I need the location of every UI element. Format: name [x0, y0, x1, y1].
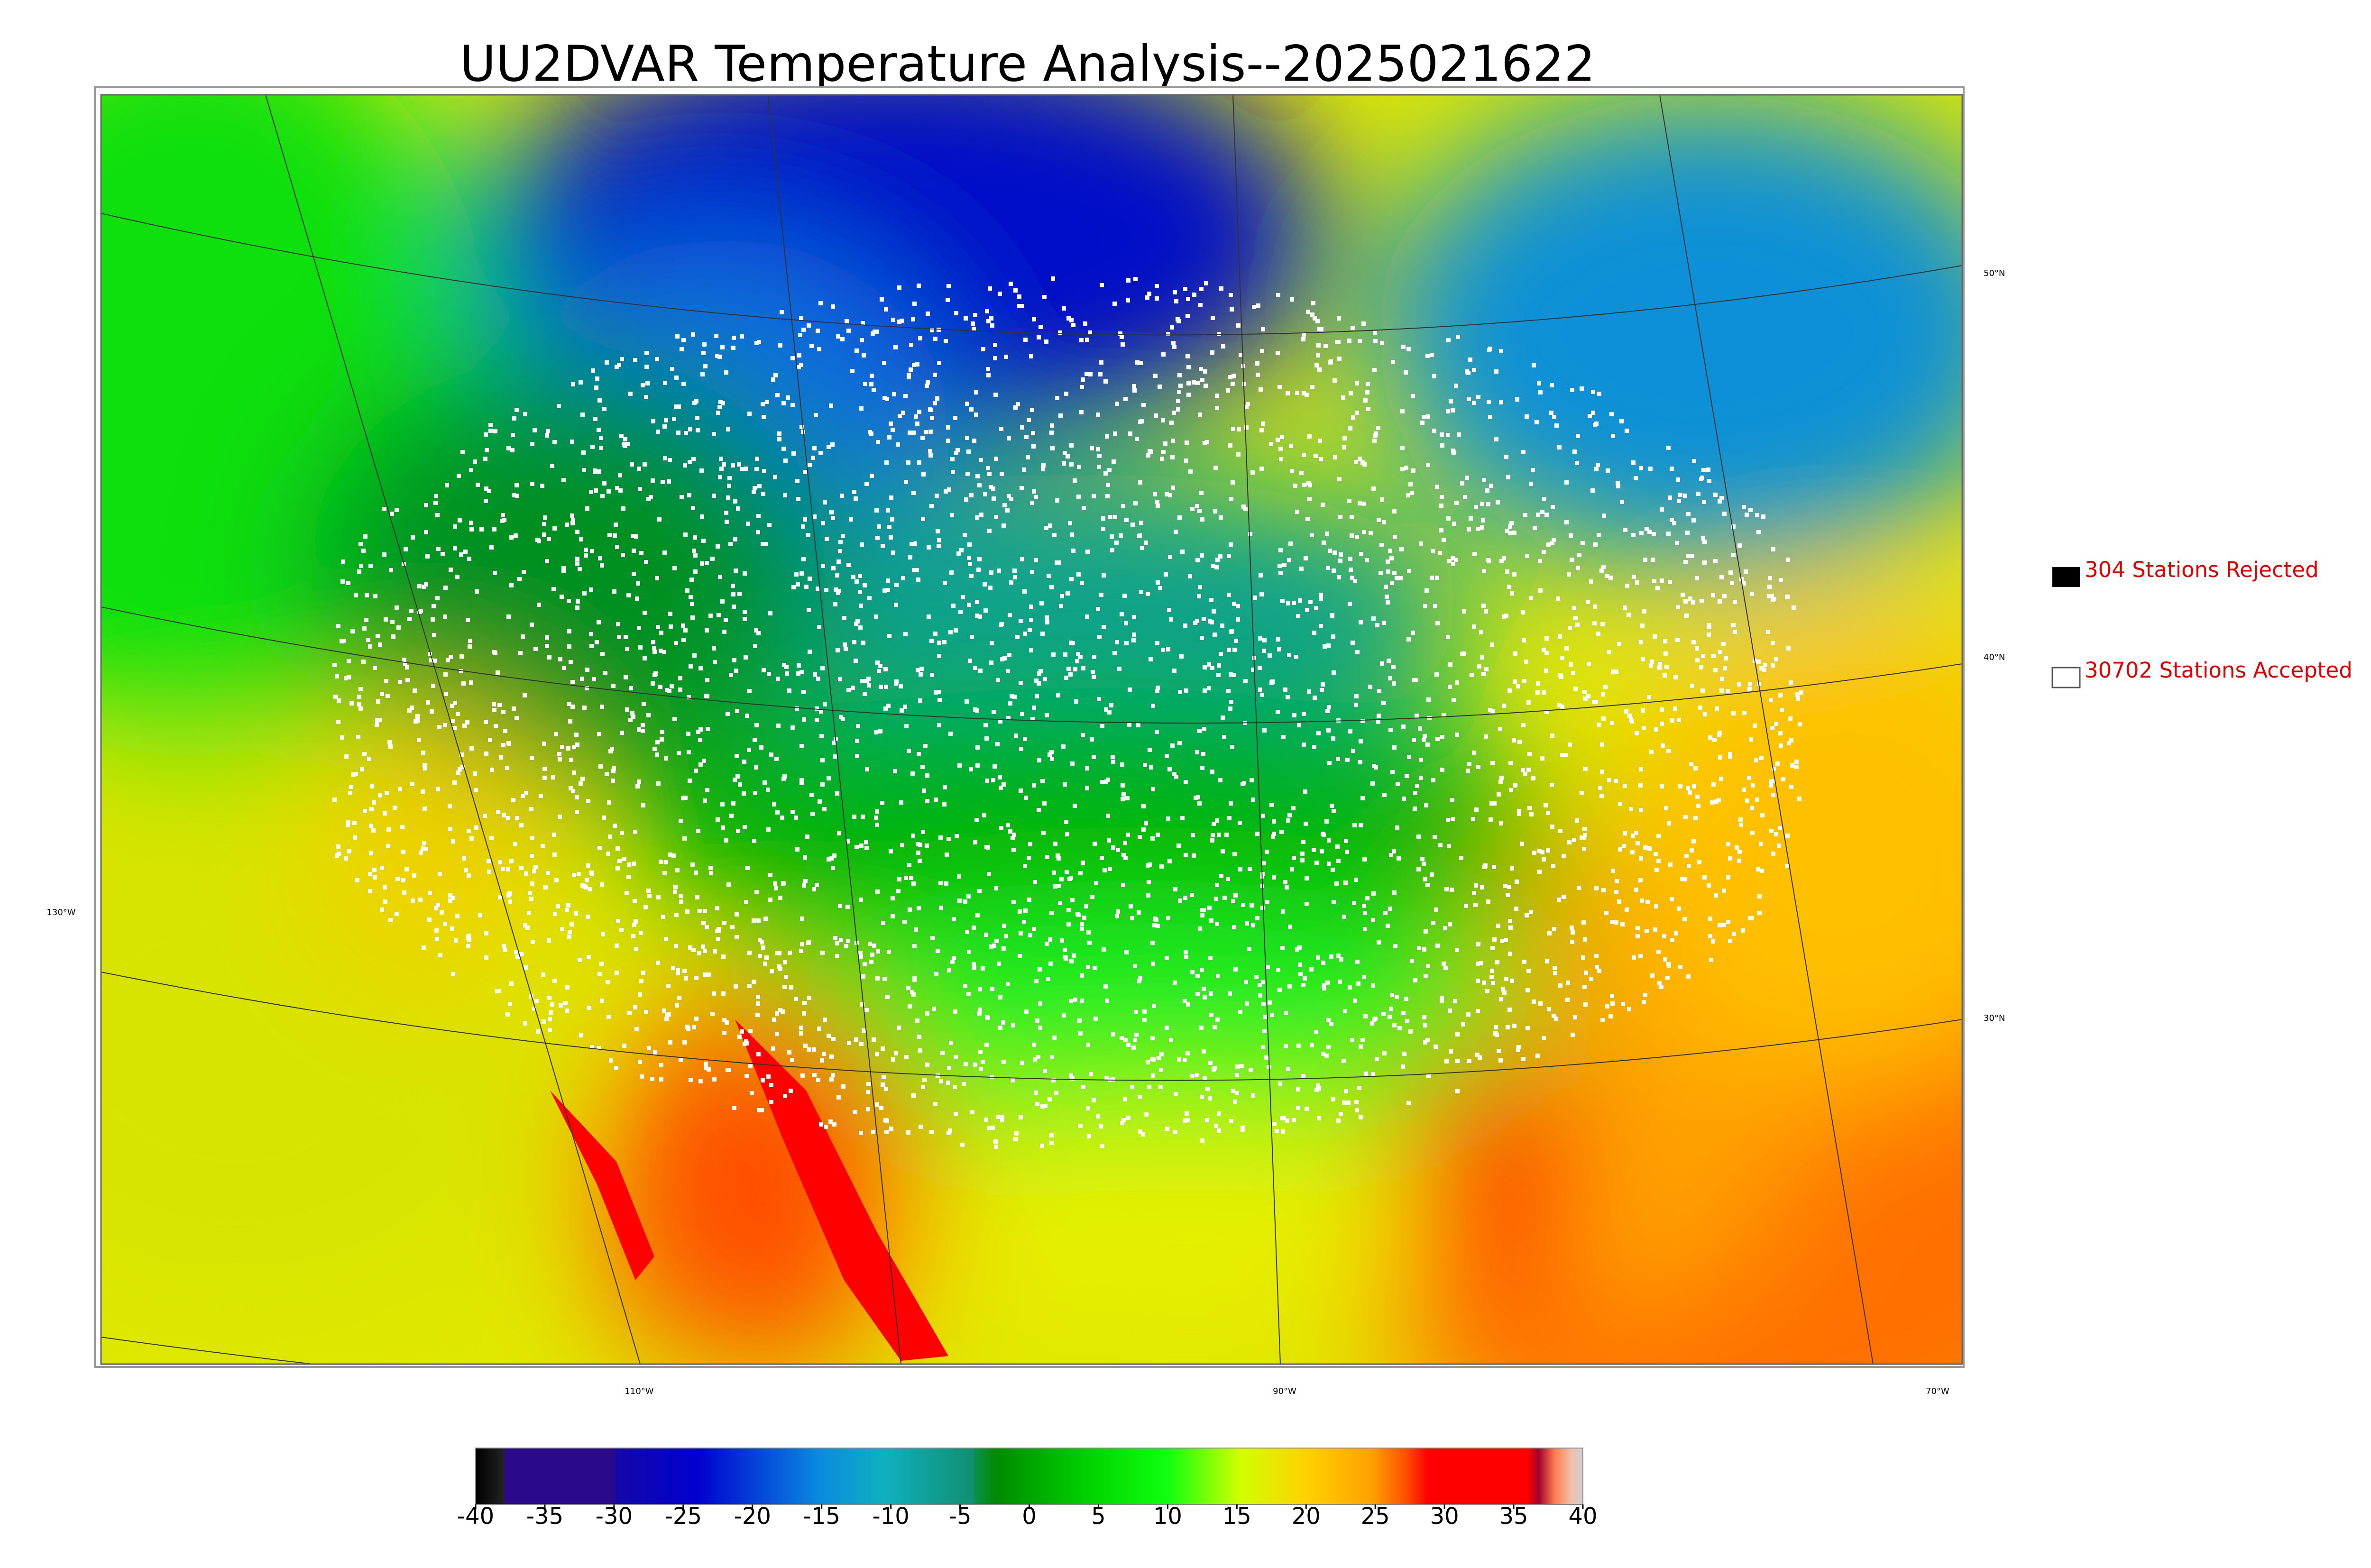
axis-labels: 50°N 40°N 30°N 130°W 110°W 90°W 70°W — [46, 268, 2005, 1396]
colorbar-tick-label: 30 — [1430, 1503, 1459, 1530]
lon-label: 110°W — [625, 1386, 653, 1396]
rejected-swatch — [2052, 567, 2080, 587]
graticule — [101, 95, 1962, 1364]
accepted-swatch — [2051, 667, 2081, 688]
colorbar-tick-label: -20 — [734, 1503, 771, 1530]
colorbar-tick-label: -30 — [596, 1503, 633, 1530]
lon-label: 90°W — [1273, 1386, 1296, 1396]
rejected-legend: 304 Stations Rejected — [2085, 557, 2319, 582]
colorbar-tick-label: 35 — [1499, 1503, 1528, 1530]
colorbar-tick-label: 15 — [1222, 1503, 1251, 1530]
lat-label: 30°N — [1984, 1013, 2005, 1023]
map-title: UU2DVAR Temperature Analysis--2025021622 — [460, 35, 1596, 92]
colorbar-tick-label: -35 — [526, 1503, 563, 1530]
colorbar-tick-label: -5 — [949, 1503, 972, 1530]
lat-label: 50°N — [1984, 268, 2005, 278]
colorbar-tick-label: -25 — [665, 1503, 702, 1530]
colorbar-tick-label: 10 — [1153, 1503, 1182, 1530]
colorbar-tick-label: 25 — [1361, 1503, 1390, 1530]
colorbar-tick-label: 5 — [1091, 1503, 1106, 1530]
lon-label: 130°W — [46, 908, 75, 917]
hot-region — [550, 1091, 654, 1280]
colorbar-tick-label: 40 — [1568, 1503, 1597, 1530]
map-border — [100, 94, 1963, 1365]
accepted-legend: 30702 Stations Accepted — [2085, 658, 2353, 683]
colorbar — [475, 1448, 1583, 1505]
colorbar-tick-label: -15 — [803, 1503, 840, 1530]
lon-label: 70°W — [1926, 1386, 1949, 1396]
colorbar-ticks: -40 -35 -30 -25 -20 -15 -10 -5 0 5 10 15 20 25 30 35 40 — [457, 1503, 1598, 1530]
colorbar-tick-label: 0 — [1022, 1503, 1037, 1530]
colorbar-tick-label: -10 — [872, 1503, 909, 1530]
lat-label: 40°N — [1984, 652, 2005, 662]
colorbar-tick-label: 20 — [1292, 1503, 1321, 1530]
hot-region — [735, 1019, 948, 1361]
temperature-field — [101, 95, 1962, 1364]
colorbar-tick-label: -40 — [457, 1503, 494, 1530]
